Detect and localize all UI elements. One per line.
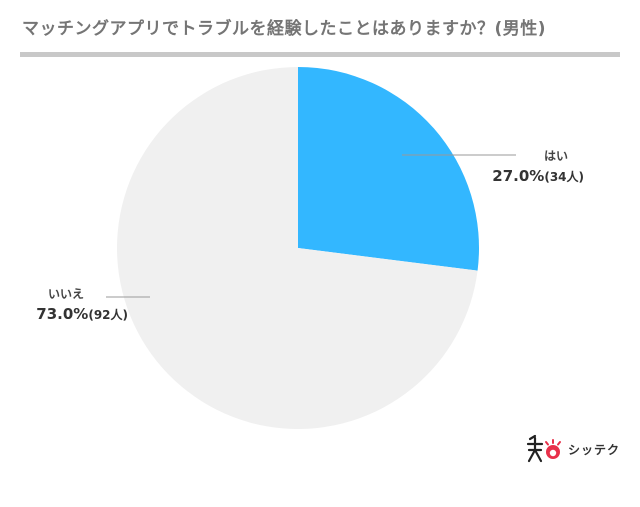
page-title: マッチングアプリでトラブルを経験したことはありますか？(男性) — [22, 19, 547, 39]
slice-count-no: (92人) — [88, 307, 128, 322]
logo-mark-icon — [526, 434, 561, 463]
pie-slice-yes — [298, 67, 479, 271]
slice-label-no: いいえ — [48, 287, 84, 301]
slice-value-no: 73.0%(92人) — [36, 305, 128, 323]
slice-percent-yes: 27.0% — [492, 167, 544, 185]
logo-text: シッテク — [568, 442, 621, 457]
slice-percent-no: 73.0% — [36, 305, 88, 323]
brand-logo: シッテク — [526, 434, 620, 464]
title-divider — [20, 52, 620, 57]
slice-count-yes: (34人) — [544, 169, 584, 184]
pie-labels: はい 27.0%(34人) いいえ 73.0%(92人) — [36, 149, 584, 323]
pie-slice-no — [116, 67, 478, 430]
slice-label-yes: はい — [544, 149, 568, 163]
slice-value-yes: 27.0%(34人) — [492, 167, 584, 185]
pie-slices — [116, 67, 479, 430]
